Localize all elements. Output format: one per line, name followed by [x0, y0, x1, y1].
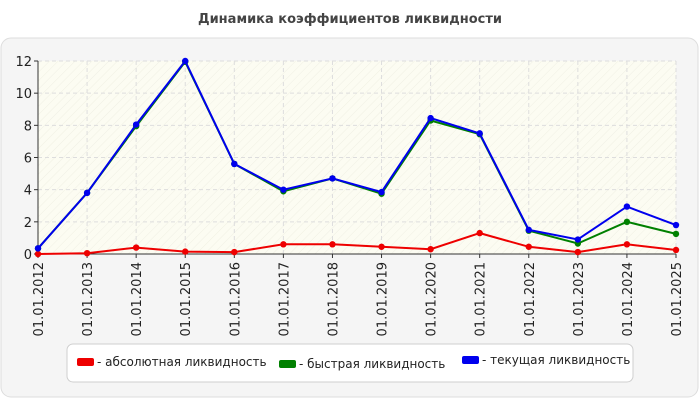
- x-tick-label: 01.01.2016: [228, 262, 243, 336]
- x-tick-label: 01.01.2017: [277, 262, 292, 336]
- axes: 0 2 4 6 8 10 12 01.01.2012 01.01.2013 01.01.2014 0…: [15, 55, 685, 336]
- legend: - абсолютная ликвидность - быстрая ликвид…: [66, 343, 634, 383]
- y-tick-label: 8: [24, 119, 32, 134]
- series-layer: [34, 57, 680, 258]
- y-tick-label: 0: [24, 248, 32, 263]
- data-point-0: [280, 241, 287, 248]
- legend-swatch-2: [462, 356, 479, 364]
- x-tick-label: 01.01.2015: [179, 262, 194, 336]
- data-point-0: [476, 229, 483, 237]
- data-point-2: [427, 114, 434, 122]
- data-point-1: [672, 230, 680, 238]
- data-point-2: [574, 236, 582, 243]
- x-tick-label: 01.01.2021: [474, 262, 489, 336]
- x-tick-label: 01.01.2018: [326, 262, 341, 336]
- data-point-0: [231, 248, 238, 256]
- series-line-2: [37, 59, 677, 250]
- x-tick-label: 01.01.2022: [523, 262, 538, 336]
- data-point-2: [378, 188, 385, 196]
- x-tick-label: 01.01.2012: [32, 262, 47, 336]
- data-point-1: [623, 218, 631, 226]
- data-point-0: [672, 246, 680, 254]
- grid: [38, 60, 677, 254]
- legend-swatch-1: [279, 360, 296, 368]
- data-point-2: [34, 245, 42, 252]
- data-point-2: [476, 130, 483, 137]
- x-tick-label: 01.01.2020: [425, 262, 440, 336]
- series-line-0: [37, 232, 677, 255]
- data-point-0: [623, 241, 631, 248]
- data-point-0: [182, 248, 189, 255]
- y-tick-label: 2: [24, 216, 32, 231]
- x-tick-label: 01.01.2023: [572, 262, 587, 336]
- data-point-0: [574, 248, 582, 256]
- legend-label-0: - абсолютная ликвидность: [97, 355, 267, 369]
- data-point-2: [280, 186, 287, 193]
- x-tick-label: 01.01.2014: [130, 262, 145, 336]
- data-point-2: [525, 226, 532, 234]
- data-point-0: [329, 241, 336, 248]
- data-point-2: [329, 175, 336, 182]
- data-point-0: [132, 244, 140, 251]
- data-point-2: [182, 57, 189, 65]
- data-point-2: [623, 203, 631, 210]
- data-point-2: [83, 189, 91, 197]
- legend-box: [66, 343, 634, 383]
- legend-label-1: - быстрая ликвидность: [299, 357, 445, 371]
- legend-swatch-0: [77, 358, 94, 366]
- data-point-0: [34, 250, 42, 258]
- y-tick-label: 10: [15, 87, 32, 102]
- x-tick-label: 01.01.2025: [670, 262, 685, 336]
- x-tick-label: 01.01.2024: [621, 262, 636, 336]
- data-point-0: [83, 249, 91, 257]
- data-point-2: [672, 221, 680, 229]
- y-tick-label: 4: [24, 184, 32, 199]
- y-tick-label: 6: [24, 152, 32, 167]
- data-point-2: [231, 160, 238, 168]
- legend-label-2: - текущая ликвидность: [482, 353, 630, 367]
- x-tick-label: 01.01.2013: [81, 262, 96, 336]
- data-point-2: [132, 121, 140, 128]
- x-tick-label: 01.01.2019: [376, 262, 391, 336]
- data-point-0: [378, 243, 385, 250]
- data-point-0: [525, 243, 532, 250]
- y-tick-label: 12: [15, 55, 32, 70]
- chart-title: Динамика коэффициентов ликвидности: [198, 12, 502, 27]
- data-point-0: [427, 245, 434, 253]
